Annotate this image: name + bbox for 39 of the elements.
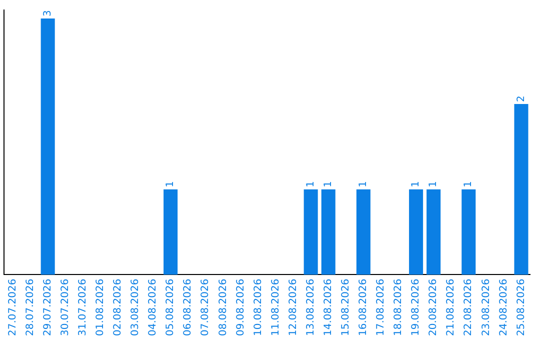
x-tick-label: 11.08.2026 <box>270 278 282 336</box>
x-tick-label: 16.08.2026 <box>358 278 370 336</box>
x-tick-label: 31.07.2026 <box>77 278 88 336</box>
x-tick-label: 18.08.2026 <box>393 278 404 336</box>
x-tick-label: 02.08.2026 <box>112 278 124 336</box>
x-tick-label: 22.08.2026 <box>463 278 474 336</box>
x-tick-label: 07.08.2026 <box>200 278 212 336</box>
x-tick-label: 03.08.2026 <box>130 278 142 336</box>
data-label: 1 <box>322 180 334 188</box>
x-tick-label: 28.07.2026 <box>24 278 36 336</box>
x-tick-label: 13.08.2026 <box>305 278 316 336</box>
data-label: 1 <box>410 180 422 188</box>
x-tick-label: 17.08.2026 <box>376 278 387 336</box>
x-tick-label: 25.08.2026 <box>516 278 527 336</box>
x-tick-label: 10.08.2026 <box>252 278 264 336</box>
x-tick-label: 29.07.2026 <box>42 278 54 336</box>
data-label: 3 <box>42 10 54 17</box>
x-tick-label: 08.08.2026 <box>218 278 229 336</box>
data-label: 1 <box>358 180 370 188</box>
x-tick-label: 14.08.2026 <box>322 278 334 336</box>
x-tick-label: 19.08.2026 <box>410 278 422 336</box>
x-tick-label: 09.08.2026 <box>235 278 246 336</box>
x-tick-label: 21.08.2026 <box>446 278 457 336</box>
x-tick-label: 12.08.2026 <box>288 278 299 336</box>
x-tick-label: 20.08.2026 <box>428 278 440 336</box>
x-tick-label: 27.07.2026 <box>7 278 18 336</box>
data-label: 1 <box>305 180 316 188</box>
data-label: 1 <box>428 180 440 188</box>
x-tick-label: 30.07.2026 <box>60 278 71 336</box>
x-tick-label: 04.08.2026 <box>148 278 159 336</box>
data-label: 1 <box>463 180 474 188</box>
x-tick-label: 24.08.2026 <box>498 278 510 336</box>
x-tick-label: 23.08.2026 <box>480 278 492 336</box>
x-tick-label: 05.08.2026 <box>165 278 176 336</box>
data-label: 2 <box>516 96 527 102</box>
x-tick-label: 01.08.2026 <box>95 278 106 336</box>
x-tick-label: 06.08.2026 <box>182 278 194 336</box>
data-label: 1 <box>165 180 176 188</box>
x-tick-label: 15.08.2026 <box>340 278 352 336</box>
